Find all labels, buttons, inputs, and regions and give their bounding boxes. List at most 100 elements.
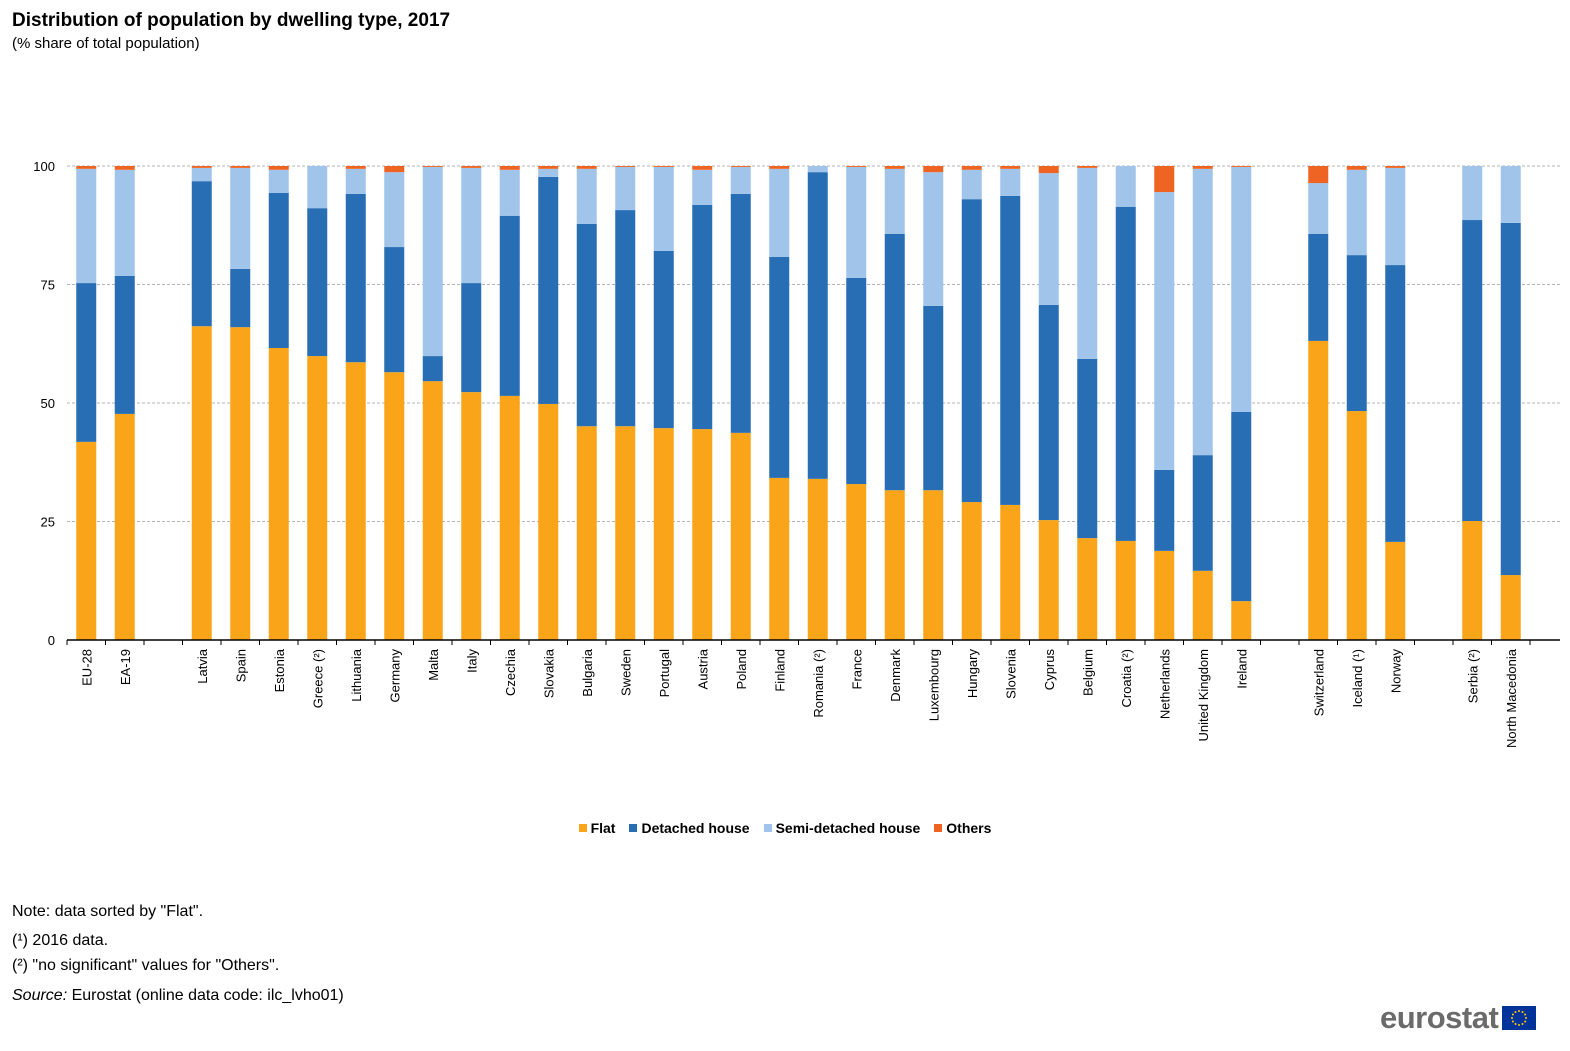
legend-label: Detached house [641, 820, 750, 836]
bar-segment-flat [1308, 340, 1329, 640]
bar-segment-detached-house [384, 247, 405, 373]
bar-segment-detached-house [268, 193, 289, 349]
bar-segment-semi-detached-house [923, 172, 944, 306]
bar-segment-detached-house [615, 210, 636, 427]
x-tick-label: Luxembourg [926, 649, 941, 721]
bar-segment-others [615, 166, 636, 167]
bar-segment-detached-house [1462, 220, 1483, 522]
x-tick-label: Serbia (²) [1465, 649, 1480, 703]
bar-segment-flat [1231, 601, 1252, 640]
bar-segment-flat [1500, 575, 1521, 640]
x-tick-label: Greece (²) [310, 649, 325, 708]
bar-segment-others [1000, 166, 1021, 169]
x-tick-label: Switzerland [1311, 649, 1326, 716]
flag-star [1521, 1010, 1524, 1013]
x-tick-label: Latvia [195, 648, 210, 683]
bar-segment-semi-detached-house [769, 168, 790, 258]
legend-item-flat: Flat [578, 820, 616, 836]
bar-segment-semi-detached-house [961, 169, 982, 200]
bar-segment-flat [1077, 538, 1098, 640]
flag-star [1518, 1010, 1521, 1012]
bar-segment-flat [384, 372, 405, 640]
legend: Flat Detached house Semi-detached house … [0, 820, 1570, 836]
flag-star [1521, 1023, 1524, 1026]
x-tick-label: Slovakia [541, 648, 556, 698]
y-tick-label: 0 [48, 633, 55, 648]
bar-segment-detached-house [461, 283, 482, 393]
bar-segment-others [114, 166, 135, 170]
x-tick-label: Norway [1388, 649, 1403, 694]
bar-segment-flat [230, 327, 251, 640]
eu-flag-icon [1502, 1006, 1537, 1030]
flag-star [1512, 1013, 1515, 1016]
bar-segment-others [422, 166, 443, 167]
bar-segment-others [268, 166, 289, 170]
bar-segment-semi-detached-house [384, 172, 405, 248]
bar-segment-semi-detached-house [307, 166, 328, 209]
x-tick-label: Denmark [888, 649, 903, 702]
bar-segment-flat [345, 362, 366, 640]
x-tick-label: Italy [464, 649, 479, 673]
bar-segment-flat [461, 392, 482, 640]
bar-segment-detached-house [1500, 222, 1521, 576]
x-tick-label: Portugal [657, 649, 672, 698]
bar-segment-detached-house [114, 275, 135, 414]
bar-segment-others [76, 166, 97, 169]
bar-segment-flat [1000, 504, 1021, 640]
bar-segment-others [769, 166, 790, 169]
x-tick-label: Czechia [503, 648, 518, 696]
bar-segment-detached-house [1385, 265, 1406, 542]
bar-segment-flat [114, 413, 135, 640]
x-tick-label: Ireland [1234, 649, 1249, 689]
bar-segment-detached-house [1231, 412, 1252, 602]
bar-segment-flat [807, 478, 828, 640]
bar-segment-flat [653, 428, 674, 640]
logo-wordmark: eurostat [1380, 1000, 1499, 1035]
bar-segment-detached-house [1115, 206, 1136, 541]
bar-segment-flat [1385, 541, 1406, 640]
bar-segment-others [576, 166, 597, 169]
x-tick-label: Croatia (²) [1119, 649, 1134, 708]
bar-segment-semi-detached-house [461, 167, 482, 284]
bar-segment-others [461, 166, 482, 168]
bar-segment-detached-house [1346, 255, 1367, 412]
bar-segment-semi-detached-house [114, 169, 135, 276]
bar-segment-semi-detached-house [268, 169, 289, 194]
bar-segment-others [1038, 166, 1059, 174]
flag-star [1514, 1010, 1517, 1013]
x-tick-label: Austria [695, 648, 710, 689]
bar-segment-detached-house [576, 223, 597, 427]
bar-segment-flat [422, 381, 443, 640]
bar-segment-others [345, 166, 366, 169]
y-tick-label: 100 [33, 159, 55, 174]
bar-segment-detached-house [499, 215, 520, 396]
chart-subtitle: (% share of total population) [12, 35, 200, 52]
bar-segment-semi-detached-house [1462, 166, 1483, 221]
bar-segment-detached-house [307, 208, 328, 357]
x-tick-label: Finland [772, 649, 787, 692]
bar-segment-flat [191, 326, 212, 640]
x-tick-label: Hungary [965, 649, 980, 699]
legend-swatch [934, 824, 943, 832]
bar-segment-flat [730, 432, 751, 640]
bar-segment-semi-detached-house [615, 166, 636, 211]
x-tick-label: Sweden [618, 649, 633, 696]
bar-segment-others [846, 166, 867, 167]
bar-segment-semi-detached-house [1115, 166, 1136, 207]
bar-segment-others [499, 166, 520, 170]
bar-segment-semi-detached-house [1231, 166, 1252, 413]
bar-segment-semi-detached-house [1192, 168, 1213, 456]
x-tick-label: United Kingdom [1196, 649, 1211, 742]
bar-segment-detached-house [422, 356, 443, 382]
bar-segment-semi-detached-house [1154, 192, 1175, 470]
bar-segment-semi-detached-house [653, 166, 674, 251]
bar-segment-flat [1115, 540, 1136, 640]
bar-segment-detached-house [1154, 469, 1175, 551]
bar-segment-detached-house [1308, 233, 1329, 341]
bar-segment-detached-house [1077, 358, 1098, 539]
legend-label: Semi-detached house [775, 820, 921, 836]
note-1: (¹) 2016 data. [12, 932, 109, 949]
bar-segment-others [653, 166, 674, 167]
legend-label: Flat [590, 820, 616, 836]
bar-segment-flat [1192, 570, 1213, 640]
